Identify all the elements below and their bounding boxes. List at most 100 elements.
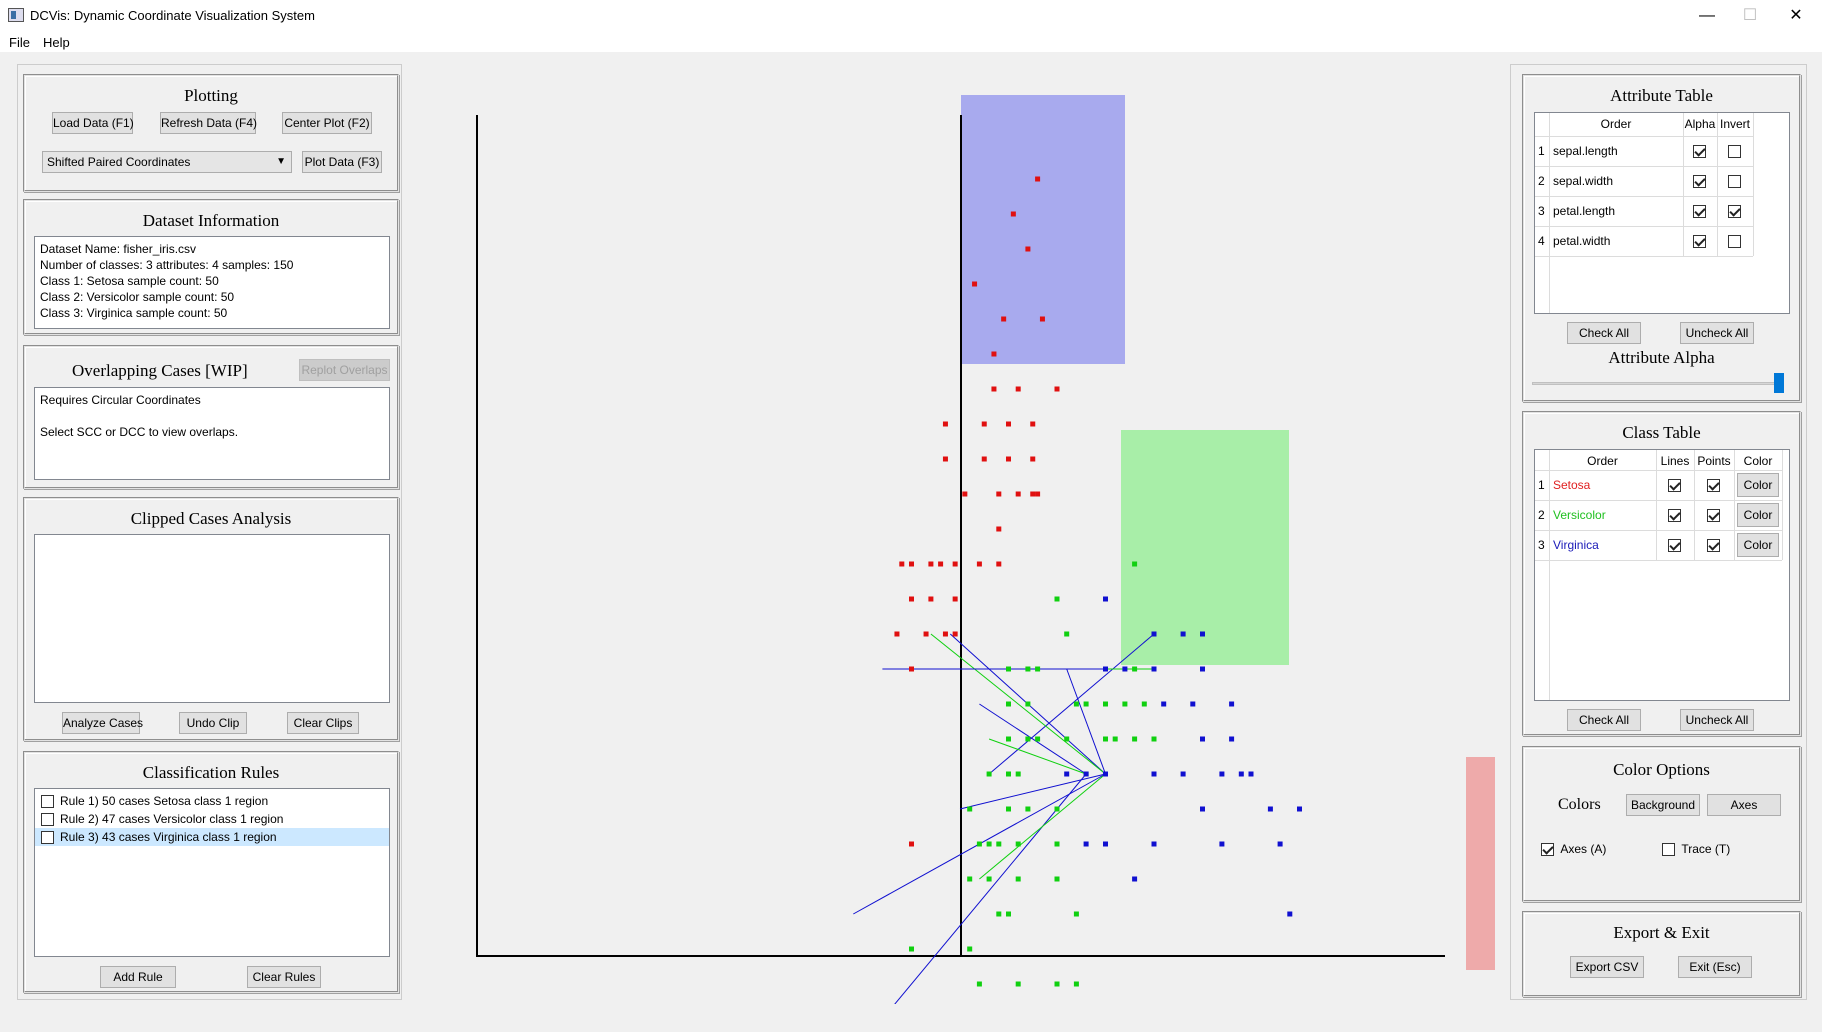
clear-rules-button[interactable]: Clear Rules (247, 966, 321, 988)
class-points-checkbox[interactable] (1707, 479, 1720, 493)
attr-alpha-checkbox[interactable] (1693, 235, 1706, 249)
trace-toggle[interactable]: Trace (T) (1662, 842, 1730, 857)
data-point-setosa (1030, 491, 1036, 497)
clear-clips-button[interactable]: Clear Clips (287, 712, 359, 734)
data-point-virginica (1103, 771, 1108, 777)
class-points-cell (1707, 508, 1720, 523)
axes-color-button[interactable]: Axes (1707, 794, 1781, 816)
data-point-setosa (1006, 421, 1011, 427)
attr-check-all-button[interactable]: Check All (1567, 322, 1641, 344)
data-point-setosa (928, 596, 934, 602)
class-color-button[interactable]: Color (1737, 503, 1779, 527)
data-point-versicolor (1141, 701, 1147, 707)
data-point-versicolor (1073, 911, 1079, 917)
rules-list: Rule 1) 50 cases Setosa class 1 region Ru… (34, 788, 390, 957)
attr-invert-checkbox[interactable] (1728, 145, 1741, 159)
replot-overlaps-button[interactable]: Replot Overlaps (299, 359, 390, 381)
menu-help[interactable]: Help (43, 35, 70, 50)
refresh-data-button[interactable]: Refresh Data (F4) (160, 112, 257, 134)
class-check-all-button[interactable]: Check All (1567, 709, 1641, 731)
class-points-checkbox[interactable] (1707, 539, 1720, 553)
attr-alpha-cell (1693, 144, 1706, 159)
data-point-versicolor (909, 946, 914, 952)
data-point-versicolor (1025, 666, 1031, 672)
rule-checkbox[interactable] (41, 831, 54, 845)
colors-label: Colors (1558, 796, 1601, 813)
analyze-cases-button[interactable]: Analyze Cases (62, 712, 143, 734)
class-lines-checkbox[interactable] (1668, 509, 1681, 523)
grid-line (1535, 470, 1782, 471)
attr-invert-checkbox[interactable] (1728, 175, 1741, 189)
plotting-heading: Plotting (184, 86, 238, 105)
attribute-section: Attribute Table Order Alpha Invert 1 sepal.l… (1522, 74, 1801, 402)
attr-invert-cell (1728, 234, 1741, 249)
undo-clip-button[interactable]: Undo Clip (179, 712, 247, 734)
class-name[interactable]: Versicolor (1553, 508, 1606, 522)
data-point-setosa (1039, 316, 1045, 322)
attr-invert-checkbox[interactable] (1728, 235, 1741, 249)
exit-button[interactable]: Exit (Esc) (1678, 956, 1752, 978)
trace-checkbox[interactable] (1662, 843, 1675, 857)
attr-name[interactable]: sepal.width (1553, 174, 1614, 188)
data-point-setosa (1001, 316, 1007, 322)
plot-data-button[interactable]: Plot Data (F3) (302, 151, 382, 173)
class-uncheck-all-button[interactable]: Uncheck All (1680, 709, 1754, 731)
center-plot-button[interactable]: Center Plot (F2) (282, 112, 372, 134)
case-line (959, 773, 1106, 810)
class-color-button[interactable]: Color (1737, 473, 1779, 497)
grid-line (1535, 560, 1782, 561)
alpha-slider-track[interactable] (1532, 382, 1784, 385)
data-point-setosa (991, 351, 997, 357)
data-point-setosa (952, 596, 958, 602)
class-lines-checkbox[interactable] (1668, 479, 1681, 493)
data-point-versicolor (1064, 736, 1070, 742)
attr-alpha-checkbox[interactable] (1693, 205, 1706, 219)
export-csv-button[interactable]: Export CSV (1570, 956, 1644, 978)
rule-checkbox[interactable] (41, 813, 54, 827)
rule-item[interactable]: Rule 3) 43 cases Virginica class 1 regio… (35, 828, 389, 846)
data-point-setosa (928, 561, 934, 567)
clipped-cases-box[interactable] (34, 534, 390, 703)
grid-line (1549, 113, 1550, 313)
attr-header-order: Order (1600, 117, 1632, 131)
maximize-icon[interactable]: ☐ (1742, 7, 1758, 24)
rule-checkbox[interactable] (41, 795, 54, 809)
alpha-slider-thumb[interactable] (1774, 373, 1784, 393)
attr-name[interactable]: petal.length (1553, 204, 1616, 218)
minimize-icon[interactable]: — (1699, 7, 1715, 24)
rule-item[interactable]: Rule 2) 47 cases Versicolor class 1 regi… (35, 810, 389, 828)
background-color-button[interactable]: Background (1626, 794, 1700, 816)
data-point-versicolor (986, 841, 992, 847)
axes-checkbox[interactable] (1541, 843, 1554, 857)
data-point-setosa (1054, 386, 1060, 392)
attr-uncheck-all-button[interactable]: Uncheck All (1680, 322, 1754, 344)
add-rule-button[interactable]: Add Rule (100, 966, 176, 988)
rule-item[interactable]: Rule 1) 50 cases Setosa class 1 region (35, 792, 389, 810)
grid-line (1656, 450, 1657, 560)
class-name[interactable]: Setosa (1553, 478, 1591, 492)
class-points-checkbox[interactable] (1707, 509, 1720, 523)
attr-name[interactable]: sepal.length (1553, 144, 1618, 158)
grid-line (1535, 136, 1753, 137)
load-data-button[interactable]: Load Data (F1) (52, 112, 134, 134)
attr-invert-checkbox[interactable] (1728, 205, 1741, 219)
class-lines-checkbox[interactable] (1668, 539, 1681, 553)
close-icon[interactable]: ✕ (1789, 7, 1803, 24)
grid-line (1535, 166, 1753, 167)
attr-alpha-checkbox[interactable] (1693, 145, 1706, 159)
plot-type-select[interactable]: Shifted Paired Coordinates ▼ (42, 151, 292, 173)
plot-canvas[interactable] (415, 64, 1495, 1004)
data-point-setosa (991, 386, 997, 392)
menu-file[interactable]: File (9, 35, 30, 50)
attr-alpha-checkbox[interactable] (1693, 175, 1706, 189)
data-point-versicolor (1122, 701, 1128, 707)
data-point-setosa (996, 561, 1002, 567)
data-point-versicolor (1015, 841, 1021, 847)
attr-name[interactable]: petal.width (1553, 234, 1611, 248)
data-point-virginica (1103, 596, 1108, 602)
data-point-setosa (981, 456, 987, 462)
data-point-virginica (1277, 841, 1283, 847)
class-color-button[interactable]: Color (1737, 533, 1779, 557)
axes-toggle[interactable]: Axes (A) (1541, 842, 1606, 857)
class-name[interactable]: Virginica (1553, 538, 1599, 552)
